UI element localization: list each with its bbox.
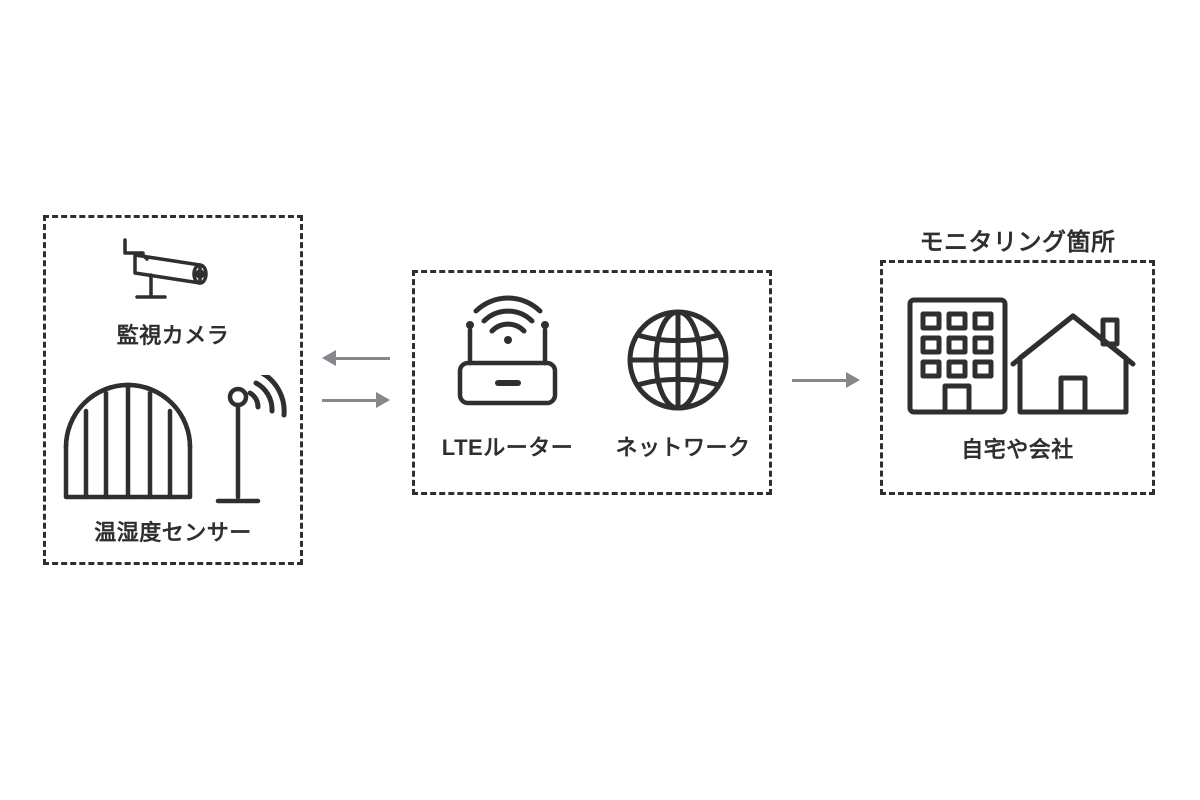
arrow-network-to-sensors: [322, 350, 390, 366]
arrow-sensors-to-network: [322, 392, 390, 408]
greenhouse-sensor-icon: [58, 375, 288, 505]
network-label: ネットワーク: [598, 430, 768, 462]
monitoring-title: モニタリング箇所: [880, 222, 1155, 257]
globe-icon: [618, 300, 738, 420]
security-camera-icon: [115, 235, 215, 305]
building-house-icon: [895, 280, 1140, 420]
camera-label: 監視カメラ: [73, 318, 273, 350]
router-icon: [430, 285, 585, 415]
diagram-canvas: 監視カメラ 温湿度センサー: [0, 0, 1200, 800]
arrow-network-to-monitor: [792, 372, 860, 388]
router-label: LTEルーター: [420, 430, 595, 462]
greenhouse-sensor-label: 温湿度センサー: [53, 515, 293, 547]
office-home-label: 自宅や会社: [895, 432, 1140, 464]
